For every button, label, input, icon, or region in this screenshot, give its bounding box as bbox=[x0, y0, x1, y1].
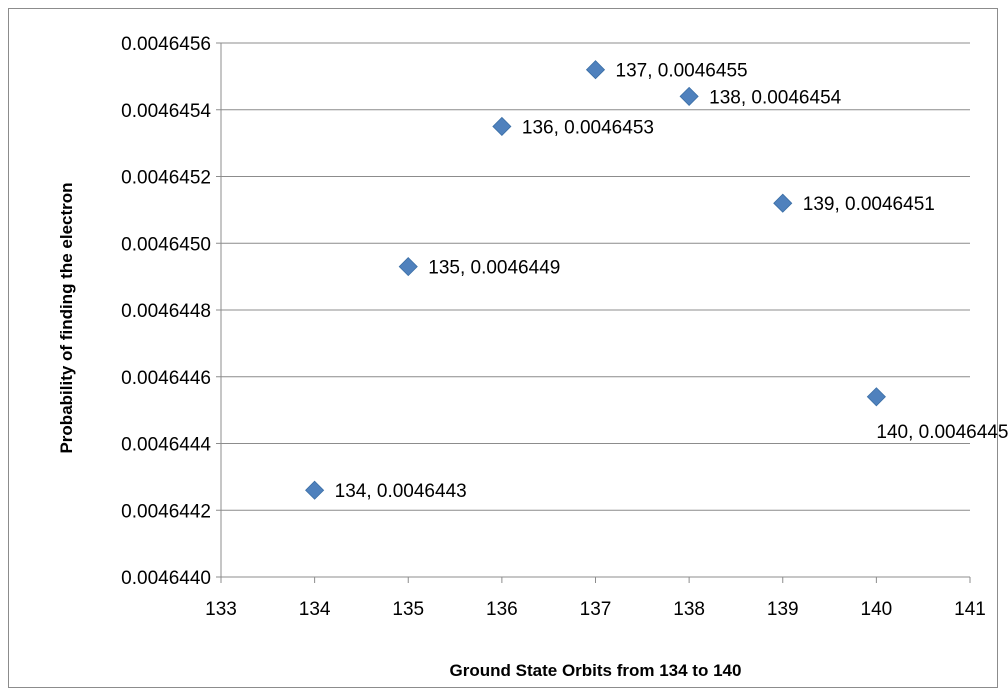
y-tick-label: 0.0046456 bbox=[121, 34, 211, 55]
x-tick-label: 133 bbox=[205, 599, 237, 620]
data-label-138: 138, 0.0046454 bbox=[709, 87, 842, 108]
data-points bbox=[305, 60, 886, 500]
x-axis-title: Ground State Orbits from 134 to 140 bbox=[450, 661, 742, 680]
y-tick-label: 0.0046444 bbox=[121, 435, 211, 456]
data-point-139 bbox=[773, 193, 793, 213]
x-tick-label: 139 bbox=[767, 599, 799, 620]
data-label-136: 136, 0.0046453 bbox=[522, 117, 654, 138]
y-tick-label: 0.0046446 bbox=[121, 368, 211, 389]
gridlines bbox=[221, 42, 970, 511]
data-point-135 bbox=[398, 257, 418, 277]
x-tick-label: 134 bbox=[299, 599, 331, 620]
y-tick-label: 0.0046454 bbox=[121, 101, 211, 122]
x-tick-labels: 133 134 135 136 137 138 139 140 141 bbox=[205, 599, 986, 620]
y-tick-label: 0.0046450 bbox=[121, 234, 211, 255]
data-point-140 bbox=[866, 387, 886, 407]
data-label-134: 134, 0.0046443 bbox=[335, 481, 467, 502]
data-label-137: 137, 0.0046455 bbox=[616, 61, 748, 82]
x-tick-label: 138 bbox=[673, 599, 705, 620]
y-tick-label: 0.0046452 bbox=[121, 168, 211, 189]
y-tick-label: 0.0046440 bbox=[121, 568, 211, 589]
x-tick-label: 136 bbox=[486, 599, 518, 620]
y-tick-labels: 0.0046440 0.0046442 0.0046444 0.0046446 0.00… bbox=[121, 34, 211, 589]
x-tick-label: 141 bbox=[954, 599, 986, 620]
x-tick-label: 135 bbox=[392, 599, 424, 620]
data-point-137 bbox=[585, 60, 606, 80]
y-tick-label: 0.0046442 bbox=[121, 501, 211, 522]
data-point-136 bbox=[492, 116, 512, 137]
data-label-140: 140, 0.0046445 bbox=[876, 422, 1008, 443]
data-point-138 bbox=[679, 86, 699, 106]
data-label-135: 135, 0.0046449 bbox=[428, 258, 560, 279]
y-axis-title: Probability of finding the electron bbox=[57, 182, 76, 453]
y-tick-label: 0.0046448 bbox=[121, 301, 211, 322]
data-point-134 bbox=[305, 480, 325, 500]
x-tick-label: 137 bbox=[580, 599, 612, 620]
data-labels: 134, 0.0046443 135, 0.0046449 136, 0.00464… bbox=[335, 61, 1008, 503]
x-tick-label: 140 bbox=[861, 599, 893, 620]
axes bbox=[216, 42, 971, 583]
data-label-139: 139, 0.0046451 bbox=[803, 194, 935, 215]
